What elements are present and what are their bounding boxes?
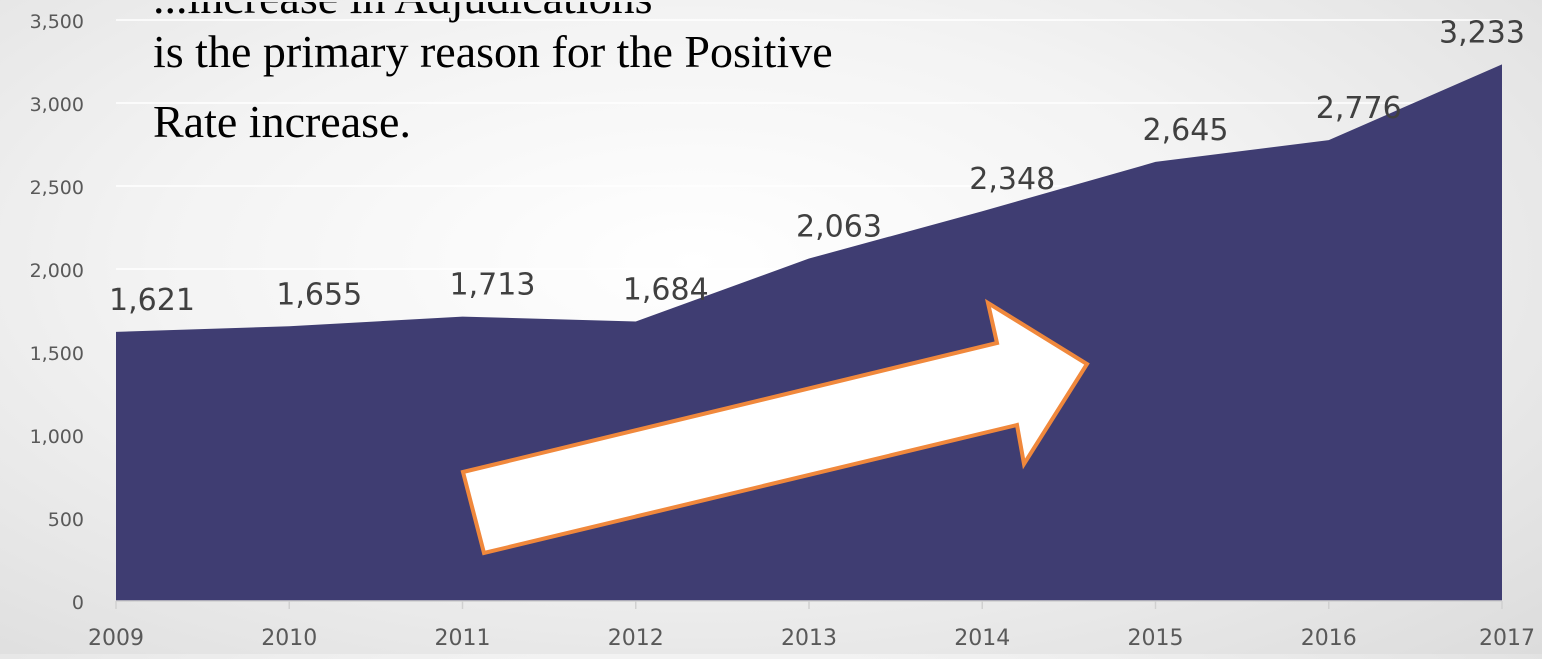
x-tick-label: 2017	[1479, 626, 1535, 651]
x-tick-label: 2012	[608, 626, 664, 651]
axes: 0 500 1,000 1,500 2,000 2,500 3,000 3,500 2009 20…	[30, 11, 1535, 651]
y-tick-label: 1,500	[30, 343, 84, 365]
x-tick-label: 2016	[1301, 626, 1357, 651]
y-tick-label: 3,500	[30, 11, 84, 33]
y-tick-label: 1,000	[30, 426, 84, 448]
x-tick-label: 2013	[781, 626, 837, 651]
x-tick-label: 2014	[954, 626, 1010, 651]
y-tick-label: 0	[72, 592, 84, 614]
up-right-arrow-icon	[460, 298, 1090, 556]
data-label: 1,621	[109, 283, 195, 318]
data-label: 2,645	[1143, 113, 1229, 148]
data-label: 1,655	[276, 277, 362, 312]
data-label: 3,233	[1439, 15, 1525, 50]
data-label: 2,063	[796, 210, 882, 245]
y-tick-label: 2,500	[30, 177, 84, 199]
data-labels: 1,621 1,655 1,713 1,684 2,063 2,348 2,645 2,776…	[109, 15, 1525, 318]
y-tick-label: 500	[48, 509, 84, 531]
data-label: 1,684	[623, 272, 709, 307]
data-label: 2,348	[969, 162, 1055, 197]
area-series	[116, 64, 1502, 601]
y-tick-label: 3,000	[30, 94, 84, 116]
trend-arrow	[460, 298, 1090, 556]
data-label: 1,713	[450, 268, 536, 303]
data-label: 2,776	[1316, 91, 1402, 126]
y-tick-label: 2,000	[30, 260, 84, 282]
x-tick-label: 2011	[435, 626, 491, 651]
x-tick-label: 2009	[88, 626, 144, 651]
x-tick-label: 2015	[1128, 626, 1184, 651]
x-tick-label: 2010	[261, 626, 317, 651]
area-fill	[116, 64, 1502, 601]
